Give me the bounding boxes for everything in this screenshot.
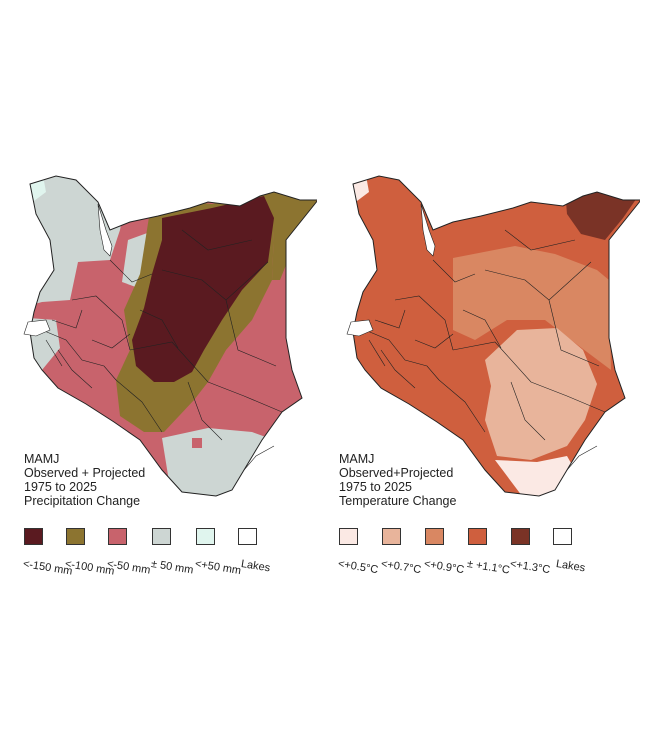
period-label: Observed + Projected xyxy=(24,466,146,480)
legend-swatch xyxy=(238,528,257,545)
legend-label: ± 50 mm xyxy=(150,558,195,577)
legend-swatch xyxy=(152,528,171,545)
legend-swatch xyxy=(108,528,127,545)
precipitation-caption: MAMJ Observed + Projected 1975 to 2025 P… xyxy=(24,452,145,508)
years-label: 1975 to 2025 xyxy=(339,480,412,494)
temperature-caption: MAMJ Observed+Projected 1975 to 2025 Tem… xyxy=(339,452,456,508)
legend-label: <+0.7°C xyxy=(380,558,422,577)
variable-label: Temperature Change xyxy=(339,494,457,508)
legend-swatch xyxy=(24,528,43,545)
legend-label: <+0.9°C xyxy=(423,558,465,577)
legend-swatch xyxy=(382,528,401,545)
legend-label: Lakes xyxy=(240,558,271,575)
legend-swatch xyxy=(511,528,530,545)
legend-label: <+50 mm xyxy=(194,558,242,578)
variable-label: Precipitation Change xyxy=(24,494,141,508)
legend-swatch xyxy=(553,528,572,545)
legend-swatch xyxy=(339,528,358,545)
precipitation-change-map xyxy=(12,170,317,500)
season-label: MAMJ xyxy=(24,452,60,466)
years-label: 1975 to 2025 xyxy=(24,480,97,494)
legend-swatch xyxy=(66,528,85,545)
legend-swatch xyxy=(425,528,444,545)
temperature-change-map xyxy=(335,170,640,500)
legend-label: ± +1.1°C xyxy=(466,558,511,577)
legend-label: Lakes xyxy=(555,558,586,575)
season-label: MAMJ xyxy=(339,452,375,466)
legend-swatch xyxy=(196,528,215,545)
period-label: Observed+Projected xyxy=(339,466,454,480)
legend-label: <+1.3°C xyxy=(509,558,551,577)
legend-label: <+0.5°C xyxy=(337,558,379,577)
legend-swatch xyxy=(468,528,487,545)
